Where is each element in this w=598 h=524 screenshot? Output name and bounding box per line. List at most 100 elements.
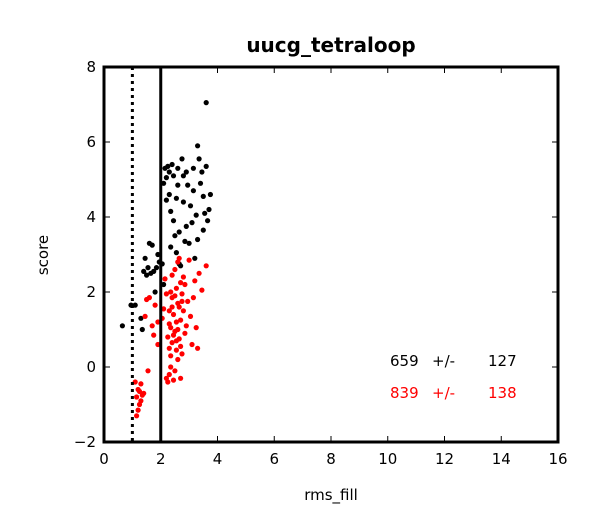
scatter-point	[180, 173, 186, 179]
stats-red-err: 138	[488, 384, 517, 402]
x-tick-label: 14	[492, 450, 511, 468]
scatter-point	[203, 263, 209, 269]
scatter-point	[151, 268, 157, 274]
scatter-point	[173, 338, 179, 344]
scatter-point	[161, 281, 167, 288]
scatter-point	[179, 298, 185, 304]
scatter-point	[173, 250, 179, 256]
scatter-point	[172, 266, 178, 273]
scatter-point	[175, 326, 181, 333]
scatter-point	[155, 251, 161, 258]
x-tick-label: 0	[99, 450, 109, 468]
scatter-point	[190, 165, 196, 171]
x-tick-label: 4	[213, 450, 223, 468]
scatter-point	[168, 244, 174, 250]
scatter-point	[185, 298, 191, 304]
scatter-point	[134, 413, 140, 419]
scatter-point	[144, 272, 150, 278]
scatter-point	[149, 242, 155, 248]
scatter-point	[187, 203, 194, 209]
scatter-point	[145, 265, 151, 271]
scatter-point	[183, 323, 189, 329]
chart-title: uucg_tetraloop	[246, 33, 415, 57]
scatter-point	[165, 379, 171, 385]
scatter-point	[166, 345, 172, 351]
scatter-point	[178, 280, 184, 286]
scatter-point	[183, 169, 189, 175]
y-axis-label: score	[34, 235, 52, 275]
x-tick-label: 10	[378, 450, 397, 468]
scatter-point	[151, 332, 157, 338]
scatter-point	[168, 353, 174, 359]
scatter-point	[172, 233, 178, 239]
scatter-point	[161, 306, 167, 312]
scatter-point	[173, 285, 179, 291]
scatter-point	[145, 368, 151, 374]
stats-red-value: 839	[390, 384, 419, 402]
scatter-point	[173, 347, 179, 353]
scatter-point	[166, 371, 172, 378]
scatter-point	[186, 257, 192, 263]
scatter-point	[192, 278, 198, 284]
scatter-point	[155, 319, 161, 325]
y-tick-label: 6	[86, 133, 96, 151]
scatter-point	[193, 325, 199, 331]
stats-black-err: 127	[488, 352, 517, 370]
scatter-point	[179, 291, 185, 297]
x-tick-label: 8	[326, 450, 336, 468]
stats-red-pm: +/-	[432, 384, 455, 402]
stats-black-value: 659	[390, 352, 419, 370]
scatter-point	[146, 295, 152, 301]
scatter-point	[142, 255, 148, 261]
scatter-point	[132, 379, 138, 385]
scatter-point	[173, 319, 179, 325]
scatter-point	[203, 100, 209, 106]
scatter-point	[149, 323, 155, 329]
scatter-point	[197, 180, 204, 186]
scatter-point	[155, 341, 161, 348]
stats-black-pm: +/-	[432, 352, 455, 370]
scatter-point	[165, 334, 171, 340]
scatter-point	[134, 394, 140, 400]
scatter-point	[199, 287, 205, 293]
scatter-point	[170, 377, 177, 383]
scatter-point	[182, 238, 188, 244]
scatter-point	[189, 341, 195, 348]
scatter-point	[196, 270, 202, 276]
scatter-point	[166, 169, 172, 175]
scatter-point	[175, 259, 181, 265]
scatter-point	[169, 304, 175, 310]
scatter-point	[173, 195, 179, 201]
scatter-point	[139, 326, 145, 333]
scatter-point	[205, 218, 211, 224]
scatter-point	[136, 388, 143, 394]
scatter-point	[203, 163, 209, 169]
scatter-point	[190, 188, 196, 194]
scatter-point	[176, 304, 182, 310]
scatter-point	[195, 236, 201, 243]
scatter-point	[172, 293, 178, 299]
scatter-point	[190, 295, 196, 301]
scatter-point	[166, 191, 172, 198]
scatter-point	[163, 175, 169, 181]
y-tick-label: 8	[86, 58, 96, 76]
scatter-point	[163, 197, 169, 203]
scatter-point	[199, 169, 205, 175]
y-tick-label: −2	[74, 433, 96, 451]
scatter-point	[142, 313, 148, 319]
scatter-point	[170, 311, 177, 318]
scatter-point	[183, 223, 189, 229]
scatter-point	[182, 330, 188, 336]
scatter-point	[207, 191, 213, 198]
scatter-point	[202, 210, 208, 216]
scatter-point	[182, 281, 188, 288]
scatter-point	[170, 173, 177, 179]
scatter-point	[178, 375, 184, 381]
y-tick-label: 0	[86, 358, 96, 376]
scatter-point	[170, 218, 177, 224]
scatter-point	[169, 272, 175, 278]
scatter-point	[135, 407, 141, 413]
scatter-point	[192, 255, 198, 261]
scatter-point	[152, 302, 158, 308]
scatter-point	[163, 291, 169, 297]
